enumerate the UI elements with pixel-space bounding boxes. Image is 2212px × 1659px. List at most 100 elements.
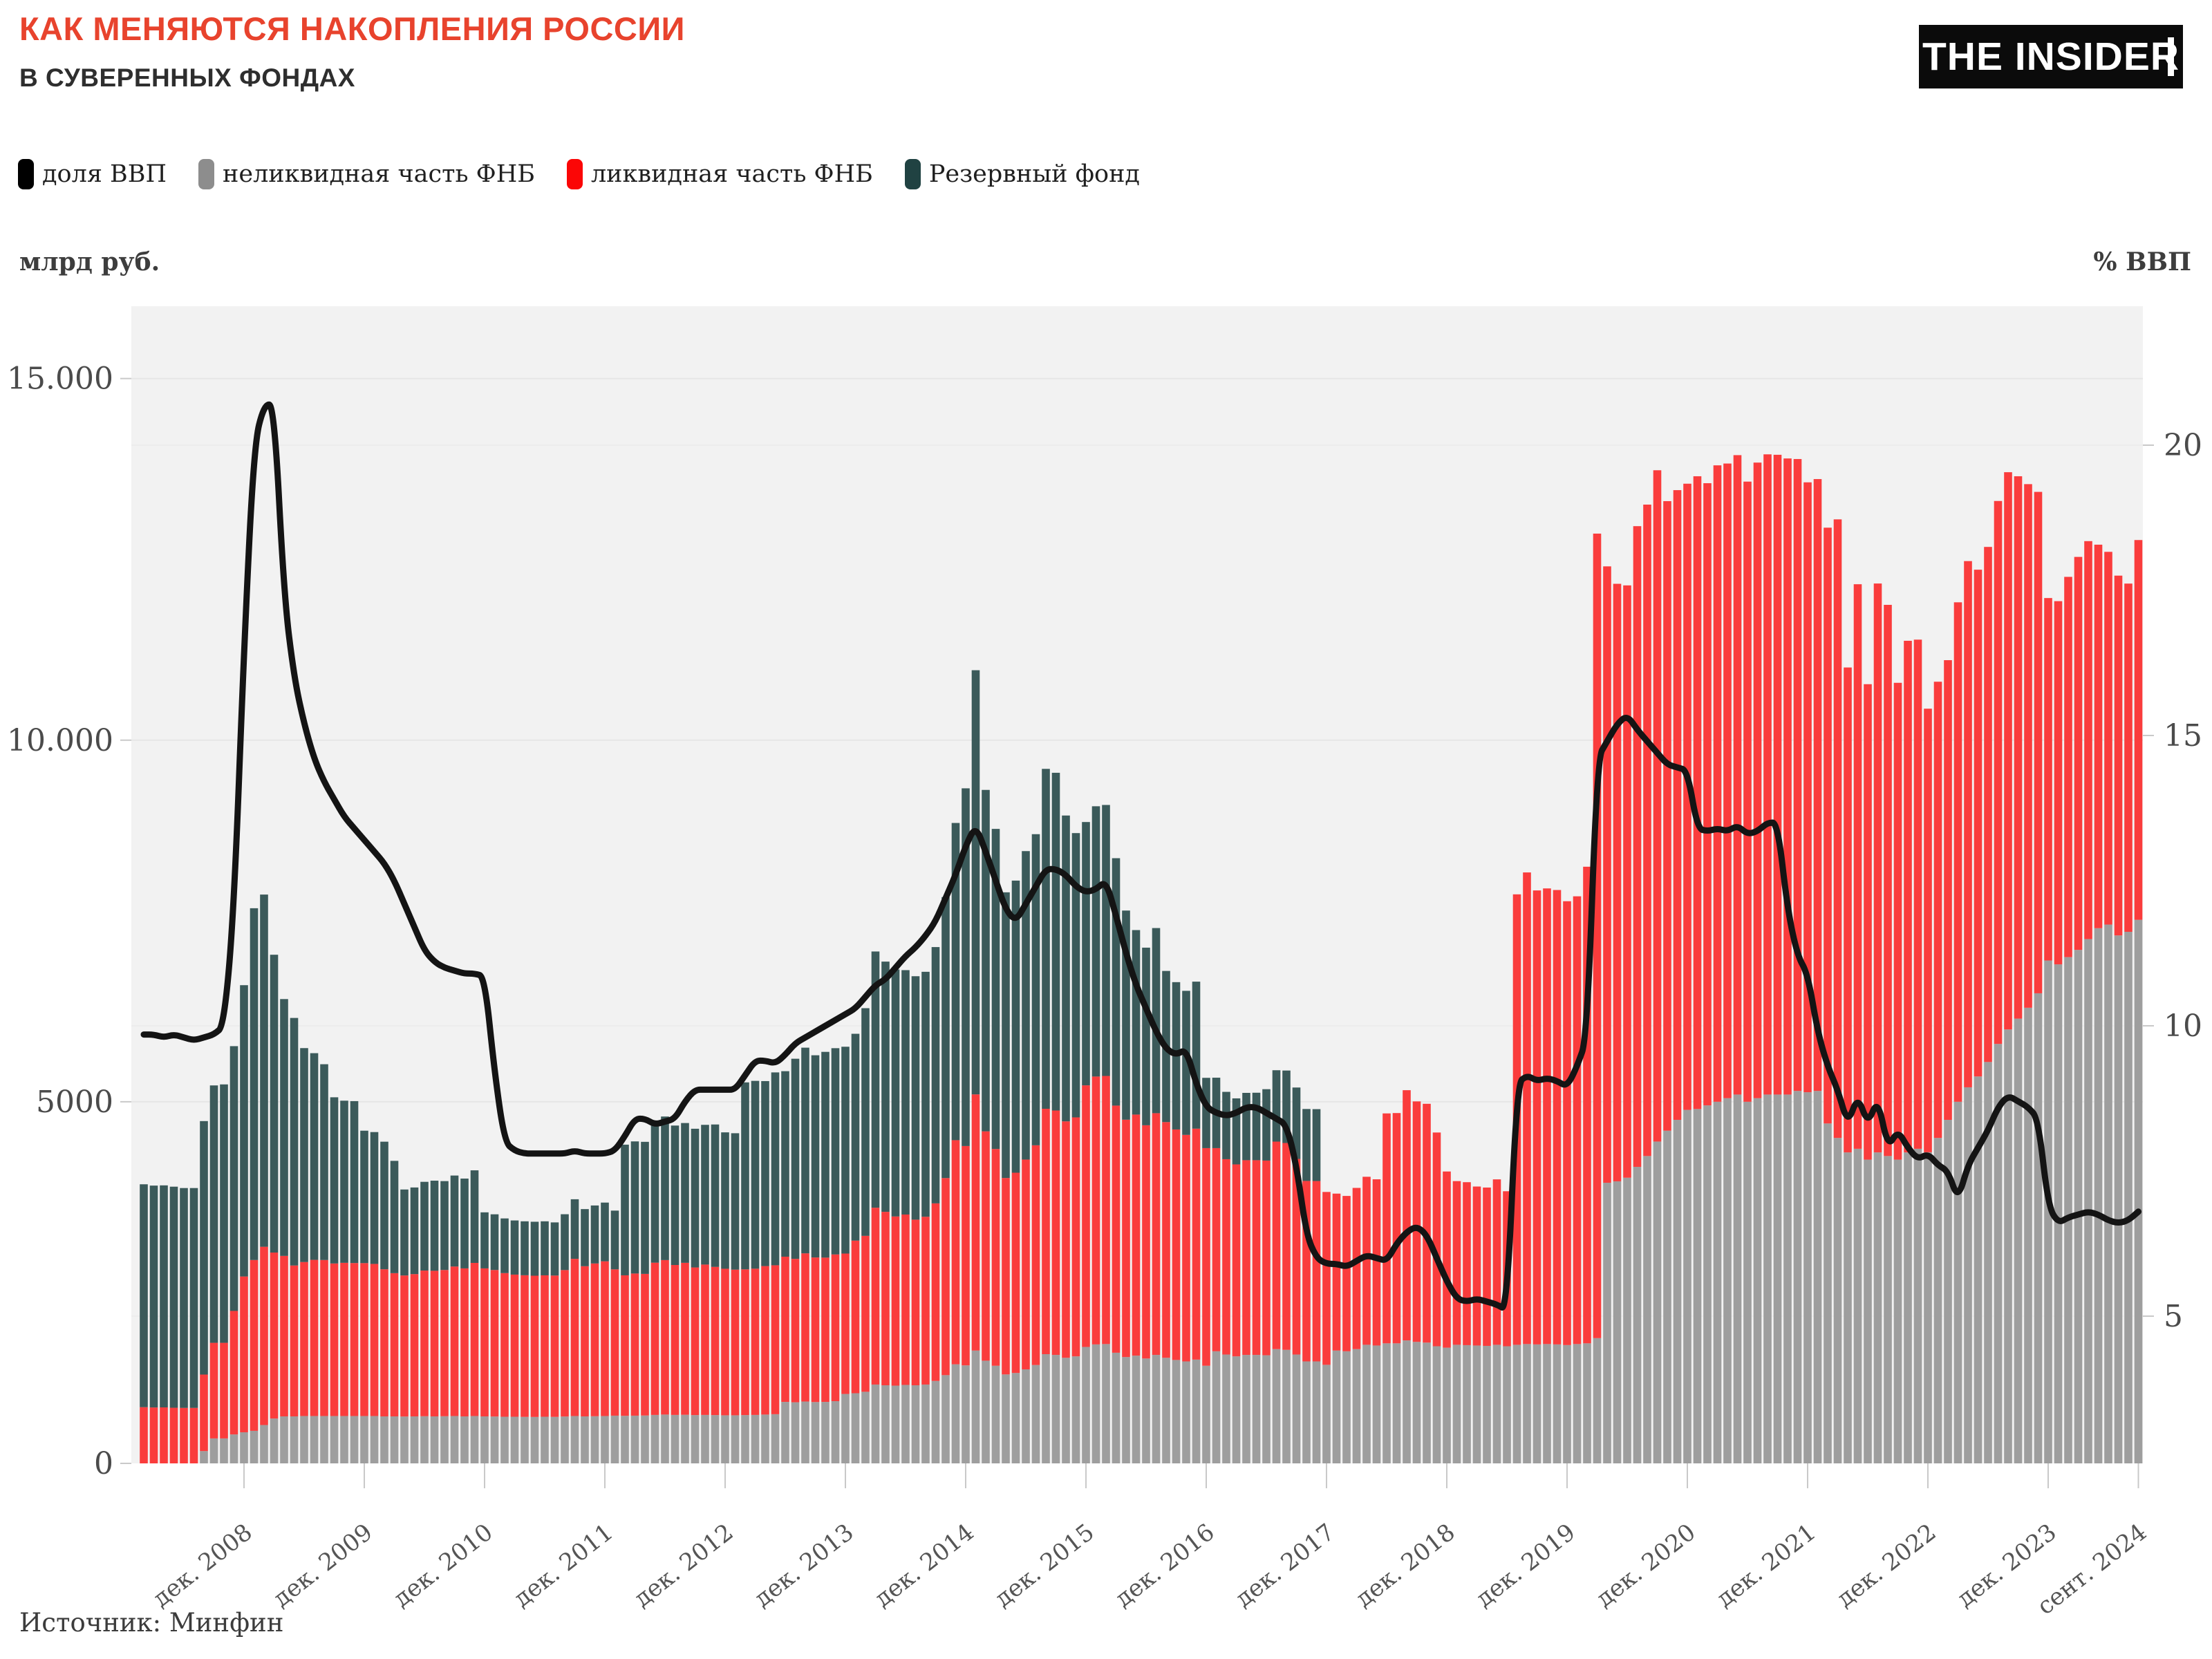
bar-nwf-illiquid (1152, 1355, 1161, 1463)
bar-reserve-fund (220, 1084, 228, 1343)
bar-nwf-illiquid (721, 1415, 729, 1463)
bar-nwf-illiquid (360, 1416, 368, 1463)
bar-nwf-liquid (871, 1208, 880, 1385)
bar-nwf-liquid (541, 1275, 549, 1417)
bar-nwf-illiquid (1272, 1349, 1281, 1463)
right-axis-title: % ВВП (2093, 247, 2191, 276)
bar-nwf-liquid (751, 1268, 760, 1415)
bar-nwf-illiquid (1312, 1361, 1321, 1463)
bar-reserve-fund (370, 1132, 379, 1264)
bar-nwf-liquid (1743, 481, 1752, 1102)
bar-nwf-illiquid (1553, 1344, 1562, 1463)
bar-nwf-liquid (621, 1275, 629, 1416)
bar-reserve-fund (831, 1048, 840, 1255)
bar-nwf-illiquid (1803, 1092, 1812, 1463)
bar-reserve-fund (671, 1125, 679, 1266)
bar-nwf-illiquid (871, 1384, 880, 1463)
bar-nwf-liquid (1904, 640, 1912, 1153)
bar-nwf-liquid (2014, 476, 2023, 1019)
bar-nwf-liquid (1362, 1177, 1371, 1345)
bar-reserve-fund (621, 1144, 629, 1275)
bar-nwf-liquid (1202, 1147, 1210, 1366)
right-axis-ticks: 5 10 15 20 (2143, 428, 2202, 1334)
bar-reserve-fund (240, 985, 248, 1277)
bar-nwf-illiquid (1964, 1087, 1972, 1463)
bar-nwf-illiquid (901, 1385, 910, 1463)
bar-reserve-fund (380, 1141, 388, 1270)
bar-reserve-fund (861, 1008, 870, 1236)
bar-nwf-illiquid (240, 1432, 248, 1463)
bar-nwf-illiquid (1142, 1358, 1150, 1463)
bar-nwf-illiquid (2004, 1029, 2012, 1463)
bar-nwf-liquid (1633, 526, 1642, 1168)
bar-nwf-illiquid (1342, 1351, 1351, 1463)
bar-nwf-illiquid (1723, 1098, 1732, 1463)
bar-nwf-liquid (1994, 500, 2003, 1044)
left-axis-ticks: 0 5000 10.000 15.000 (7, 362, 131, 1481)
bar-reserve-fund (851, 1033, 860, 1241)
bar-nwf-liquid (370, 1264, 379, 1416)
x-tick-label: дек. 2016 (1110, 1519, 1220, 1613)
bar-nwf-illiquid (1924, 1152, 1932, 1463)
bar-nwf-liquid (390, 1273, 399, 1416)
x-tick-label: дек. 2011 (509, 1519, 619, 1613)
bar-nwf-liquid (1873, 583, 1882, 1153)
bar-reserve-fund (1102, 805, 1110, 1076)
bar-reserve-fund (561, 1214, 569, 1271)
bar-nwf-liquid (1232, 1164, 1241, 1357)
bar-nwf-liquid (240, 1276, 248, 1433)
bar-nwf-liquid (982, 1131, 990, 1361)
bar-nwf-illiquid (1423, 1342, 1431, 1463)
bar-nwf-liquid (530, 1275, 539, 1417)
bar-nwf-liquid (1783, 458, 1792, 1095)
bar-nwf-liquid (821, 1257, 830, 1403)
bar-nwf-illiquid (440, 1416, 449, 1463)
bar-nwf-illiquid (1844, 1152, 1852, 1463)
left-tick-label: 5000 (36, 1085, 113, 1120)
bar-reserve-fund (1242, 1093, 1250, 1161)
bar-nwf-liquid (250, 1259, 259, 1431)
bar-reserve-fund (160, 1185, 168, 1408)
bar-nwf-liquid (1162, 1122, 1170, 1358)
x-axis-ticks: дек. 2008 дек. 2009 дек. 2010 дек. 2011 дек.… (148, 1463, 2152, 1620)
bar-nwf-illiquid (490, 1416, 499, 1463)
bar-reserve-fund (1182, 991, 1190, 1135)
bar-nwf-liquid (1753, 462, 1762, 1098)
bar-nwf-illiquid (1362, 1344, 1371, 1463)
bar-nwf-illiquid (1292, 1354, 1301, 1463)
bar-reserve-fund (741, 1082, 749, 1270)
bar-nwf-illiquid (1432, 1346, 1441, 1463)
bar-nwf-liquid (450, 1266, 459, 1416)
bar-nwf-liquid (2094, 544, 2103, 928)
bar-reserve-fund (661, 1116, 669, 1260)
bar-nwf-liquid (330, 1263, 339, 1416)
page-subtitle: В СУВЕРЕННЫХ ФОНДАХ (19, 64, 355, 92)
bar-reserve-fund (1122, 910, 1130, 1120)
page-title: КАК МЕНЯЮТСЯ НАКОПЛЕНИЯ РОССИИ (19, 10, 685, 47)
bar-nwf-illiquid (280, 1416, 288, 1463)
bar-nwf-liquid (1192, 1128, 1201, 1360)
x-tick-label: дек. 2015 (990, 1519, 1100, 1613)
bar-nwf-liquid (1703, 483, 1712, 1106)
bar-nwf-liquid (811, 1257, 820, 1403)
bar-reserve-fund (420, 1181, 429, 1271)
bar-nwf-illiquid (1382, 1343, 1391, 1463)
bar-nwf-illiquid (1172, 1360, 1181, 1463)
bar-nwf-illiquid (561, 1416, 569, 1463)
bar-nwf-liquid (1122, 1119, 1130, 1358)
x-tick-label: дек. 2008 (148, 1519, 258, 1613)
bar-nwf-illiquid (2134, 919, 2143, 1463)
bar-nwf-liquid (1262, 1160, 1271, 1356)
bar-nwf-illiquid (1913, 1148, 1922, 1463)
bar-nwf-illiquid (791, 1402, 800, 1463)
bar-nwf-liquid (2134, 540, 2143, 920)
bar-nwf-illiquid (2114, 935, 2123, 1463)
bar-nwf-liquid (991, 1149, 1000, 1366)
bar-nwf-liquid (831, 1254, 840, 1402)
bar-reserve-fund (721, 1132, 729, 1269)
bar-reserve-fund (290, 1018, 299, 1266)
bar-reserve-fund (530, 1221, 539, 1276)
bar-nwf-liquid (2064, 577, 2072, 957)
bar-nwf-illiquid (550, 1416, 559, 1463)
bar-nwf-liquid (280, 1255, 288, 1416)
